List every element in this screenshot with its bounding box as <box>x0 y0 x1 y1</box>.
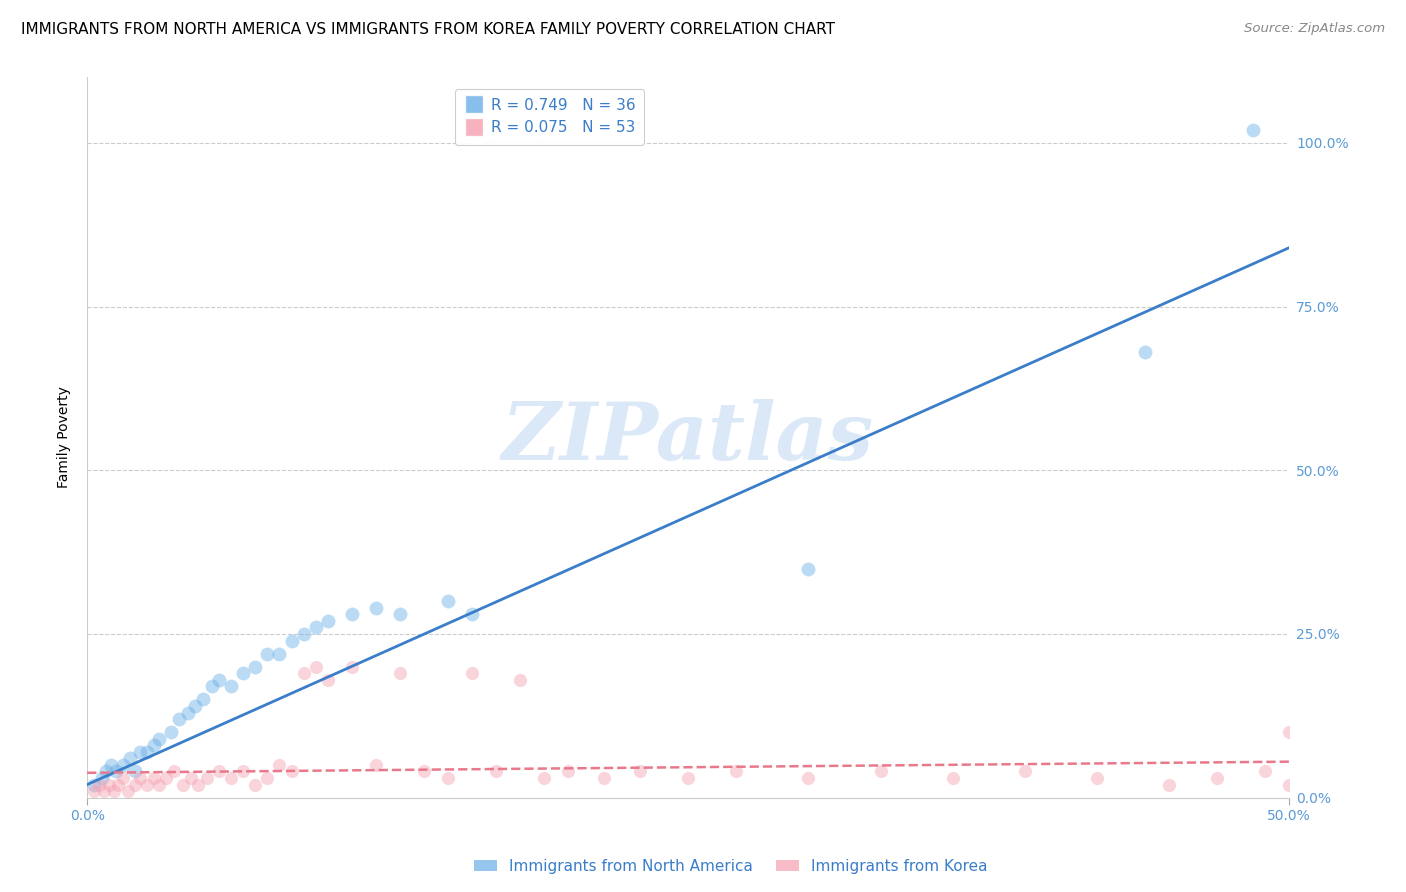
Point <box>725 764 748 779</box>
Point <box>232 666 254 681</box>
Point <box>187 778 209 792</box>
Point <box>232 764 254 779</box>
Point <box>269 758 291 772</box>
Point <box>90 771 112 785</box>
Point <box>83 784 105 798</box>
Point <box>167 712 190 726</box>
Point <box>191 692 214 706</box>
Point <box>292 627 315 641</box>
Point <box>942 771 965 785</box>
Point <box>280 633 302 648</box>
Point <box>316 673 339 687</box>
Point <box>461 607 484 622</box>
Point <box>245 659 267 673</box>
Point <box>340 659 363 673</box>
Point <box>107 778 129 792</box>
Point <box>245 778 267 792</box>
Point <box>304 620 326 634</box>
Point <box>1157 778 1180 792</box>
Point <box>304 659 326 673</box>
Point <box>1241 123 1264 137</box>
Point <box>163 764 186 779</box>
Text: ZIPatlas: ZIPatlas <box>502 399 875 476</box>
Point <box>83 778 105 792</box>
Point <box>292 666 315 681</box>
Point <box>1278 725 1301 739</box>
Point <box>160 725 183 739</box>
Text: Source: ZipAtlas.com: Source: ZipAtlas.com <box>1244 22 1385 36</box>
Point <box>436 594 458 608</box>
Legend: R = 0.749   N = 36, R = 0.075   N = 53: R = 0.749 N = 36, R = 0.075 N = 53 <box>456 88 644 145</box>
Point <box>120 751 142 765</box>
Point <box>143 739 166 753</box>
Point <box>1133 345 1156 359</box>
Point <box>1014 764 1036 779</box>
Point <box>208 764 231 779</box>
Point <box>364 758 387 772</box>
Point <box>96 764 118 779</box>
Point <box>124 764 146 779</box>
Point <box>143 771 166 785</box>
Point <box>256 771 278 785</box>
Point <box>316 614 339 628</box>
Point <box>1254 764 1277 779</box>
Point <box>269 647 291 661</box>
Point <box>124 778 146 792</box>
Point <box>112 771 135 785</box>
Point <box>1085 771 1108 785</box>
Point <box>221 679 243 693</box>
Point <box>97 778 120 792</box>
Point <box>201 679 224 693</box>
Point <box>797 561 820 575</box>
Point <box>676 771 699 785</box>
Point <box>388 666 411 681</box>
Point <box>280 764 302 779</box>
Point <box>461 666 484 681</box>
Point <box>256 647 278 661</box>
Point <box>177 706 200 720</box>
Point <box>388 607 411 622</box>
Point <box>221 771 243 785</box>
Point <box>340 607 363 622</box>
Text: IMMIGRANTS FROM NORTH AMERICA VS IMMIGRANTS FROM KOREA FAMILY POVERTY CORRELATIO: IMMIGRANTS FROM NORTH AMERICA VS IMMIGRA… <box>21 22 835 37</box>
Point <box>412 764 434 779</box>
Point <box>148 731 170 746</box>
Y-axis label: Family Poverty: Family Poverty <box>58 386 72 489</box>
Point <box>557 764 579 779</box>
Point <box>184 698 207 713</box>
Point <box>195 771 218 785</box>
Point <box>100 758 122 772</box>
Point <box>117 784 139 798</box>
Point <box>148 778 170 792</box>
Point <box>89 778 111 792</box>
Point <box>436 771 458 785</box>
Point <box>93 784 115 798</box>
Point <box>112 758 135 772</box>
Point <box>155 771 177 785</box>
Point <box>1278 778 1301 792</box>
Point <box>105 764 128 779</box>
Legend: Immigrants from North America, Immigrants from Korea: Immigrants from North America, Immigrant… <box>468 853 994 880</box>
Point <box>485 764 508 779</box>
Point <box>797 771 820 785</box>
Point <box>208 673 231 687</box>
Point <box>869 764 891 779</box>
Point <box>533 771 555 785</box>
Point <box>593 771 616 785</box>
Point <box>1206 771 1229 785</box>
Point <box>103 784 125 798</box>
Point <box>628 764 651 779</box>
Point <box>172 778 194 792</box>
Point <box>136 745 159 759</box>
Point <box>509 673 531 687</box>
Point <box>364 600 387 615</box>
Point <box>180 771 202 785</box>
Point <box>129 771 152 785</box>
Point <box>129 745 152 759</box>
Point <box>136 778 159 792</box>
